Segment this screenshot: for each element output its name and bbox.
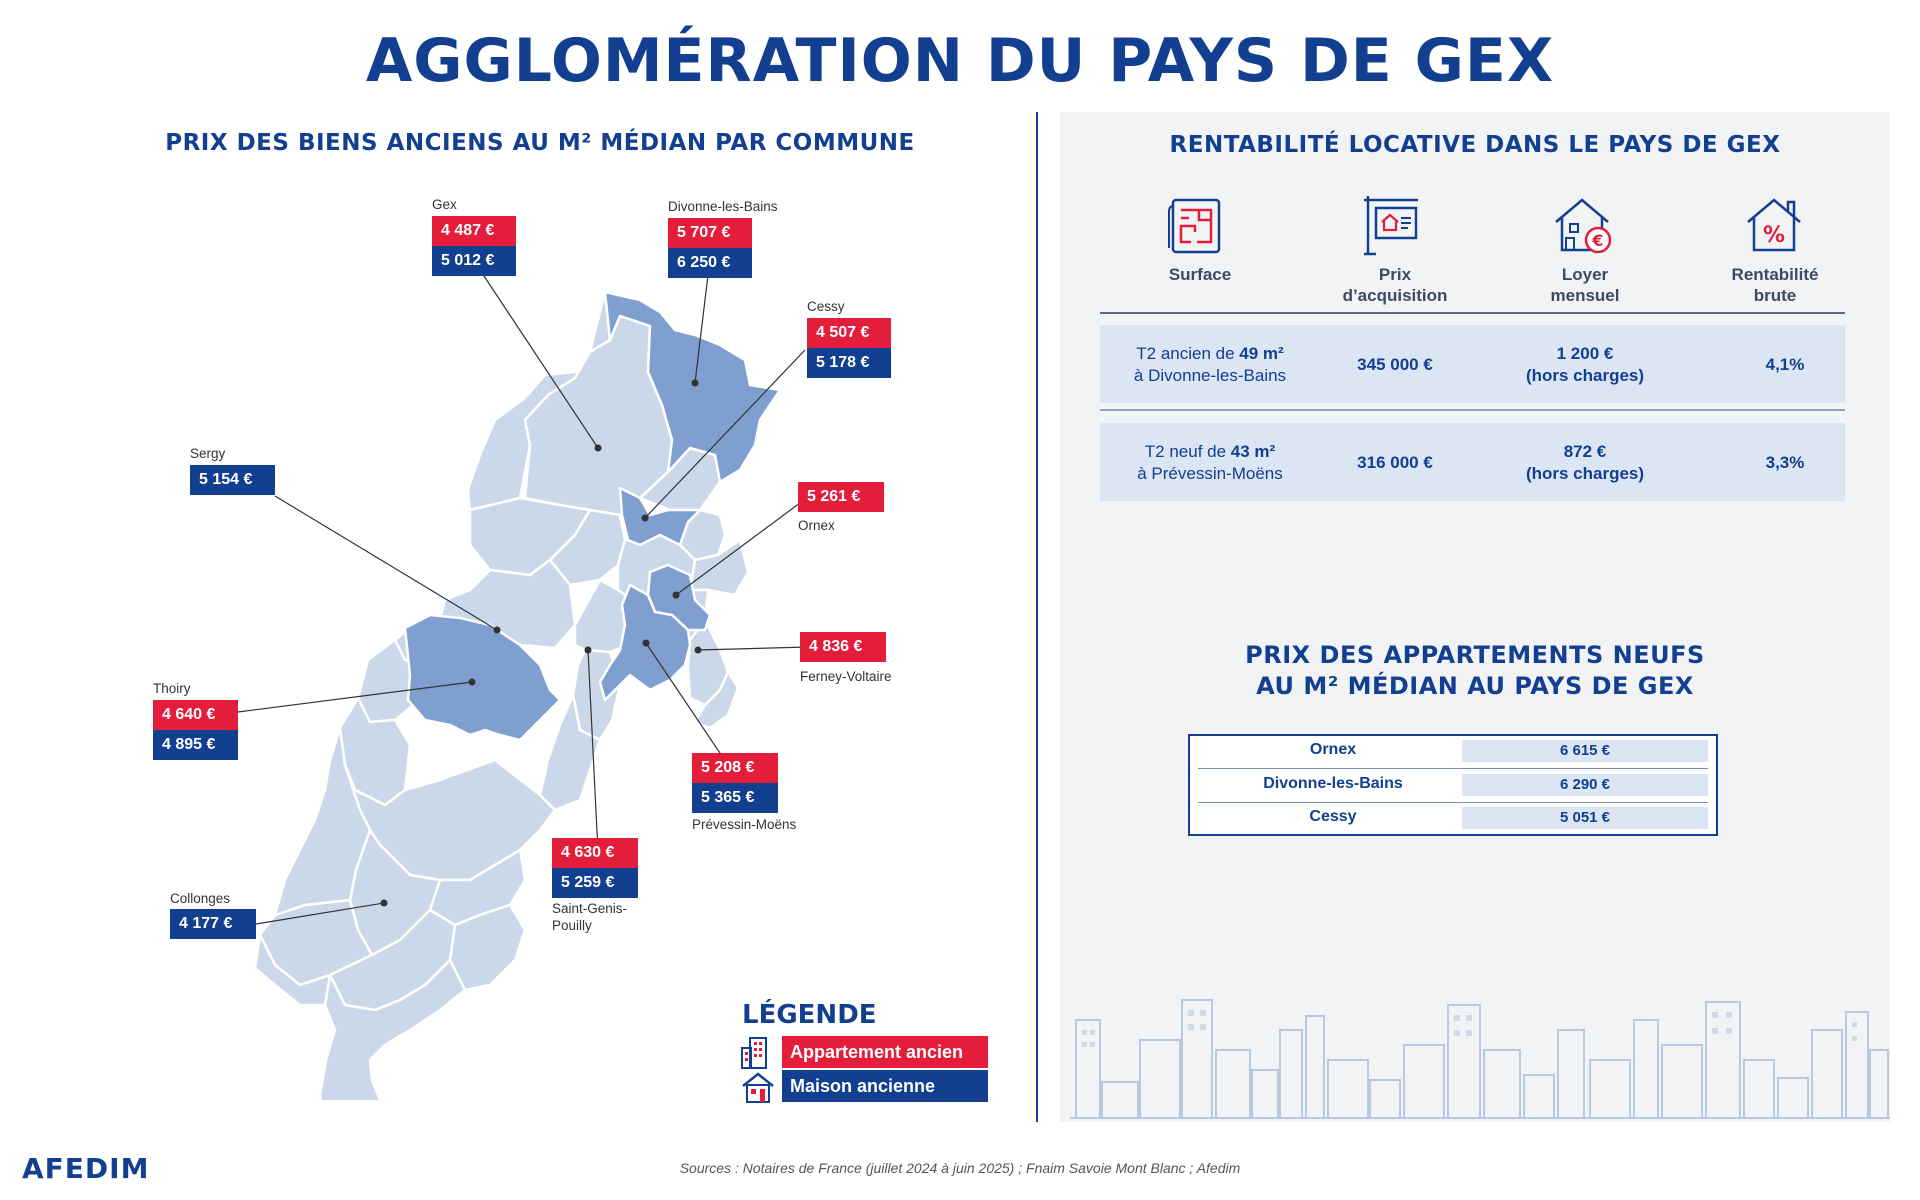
commune-name-cessy: Cessy [807,299,845,314]
row1-yield: 4,1% [1765,355,1805,374]
np-separator [1198,802,1708,803]
commune-name-thoiry: Thoiry [153,681,191,696]
table-row [1100,423,1845,501]
commune-shapes [253,290,750,1100]
commune-east-small [693,670,740,730]
commune-dots [380,379,702,907]
commune-name-saint-genis-2: Pouilly [552,918,592,933]
commune-name-divonne: Divonne-les-Bains [668,199,778,214]
commune-saint-genis [538,693,602,812]
row2-yield: 3,3% [1765,453,1805,472]
house-icon [742,1072,774,1103]
price-house-sergy: 5 154 € [190,465,275,495]
legend-title: LÉGENDE [742,1000,877,1030]
np-name-cessy: Cessy [1309,808,1357,825]
np-value-divonne: 6 290 € [1462,774,1708,796]
price-apartment-saint-genis: 4 630 € [552,838,638,868]
sale-sign-icon [1364,196,1418,256]
header-price: Prix d’acquisition [1342,265,1448,305]
house-percent-icon: % [1747,198,1801,252]
commune-west-4 [273,726,372,917]
commune-mid-5 [688,538,750,597]
apartment-building-icon [741,1037,767,1069]
np-name-divonne: Divonne-les-Bains [1263,775,1403,792]
header-surface: Surface [1168,265,1232,284]
row2-price: 316 000 € [1357,453,1433,472]
commune-name-ferney: Ferney-Voltaire [800,669,892,684]
price-house-collonges: 4 177 € [170,909,256,939]
commune-south-west [253,933,332,1007]
price-apartment-ornex: 5 261 € [798,482,884,512]
svg-text:%: % [1763,223,1785,248]
right-panel [1060,112,1890,1122]
commune-name-gex: Gex [432,197,457,212]
row2-surface: T2 neuf de 43 m² à Prévessin-Moëns [1137,442,1283,483]
table-row [1100,325,1845,403]
afedim-logo: AFEDIM [22,1152,150,1185]
sources-note: Sources : Notaires de France (juillet 20… [679,1160,1241,1176]
commune-thoiry [403,613,562,742]
legend-house: Maison ancienne [782,1070,988,1102]
price-apartment-prevessin: 5 208 € [692,753,778,783]
legend-apartment: Appartement ancien [782,1036,988,1068]
price-house-cessy: 5 178 € [807,348,891,378]
price-apartment-cessy: 4 507 € [807,318,891,348]
commune-cessy [618,486,702,547]
row1-surface: T2 ancien de 49 m² à Divonne-les-Bains [1133,344,1287,385]
city-skyline-illustration [1070,999,1890,1119]
commune-name-collonges: Collonges [170,891,231,906]
new-apartments-title: PRIX DES APPARTEMENTS NEUFS AU M² MÉDIAN … [1245,641,1705,700]
commune-name-prevessin: Prévessin-Moëns [692,817,797,832]
price-house-thoiry: 4 895 € [153,730,238,760]
price-apartment-divonne: 5 707 € [668,218,752,248]
commune-name-sergy: Sergy [190,446,226,461]
map-section-title: PRIX DES BIENS ANCIENS AU M² MÉDIAN PAR … [165,130,915,156]
row2-rent: 872 € (hors charges) [1525,442,1645,483]
np-value-ornex: 6 615 € [1462,740,1708,762]
svg-text:€: € [1591,231,1603,250]
house-euro-icon: € [1555,198,1612,254]
header-rent: Loyer mensuel [1550,265,1620,305]
section-divider [1036,112,1038,1122]
commune-divonne [603,290,782,484]
price-house-gex: 5 012 € [432,246,516,276]
row-separator [1100,409,1845,411]
np-value-cessy: 5 051 € [1462,807,1708,829]
price-house-saint-genis: 5 259 € [552,868,638,898]
commune-collonges [318,958,467,1100]
rental-section-title: RENTABILITÉ LOCATIVE DANS LE PAYS DE GEX [1169,132,1781,158]
price-apartment-thoiry: 4 640 € [153,700,238,730]
table-header-line [1100,312,1845,314]
commune-name-saint-genis-1: Saint-Genis- [552,901,628,916]
np-separator [1198,768,1708,769]
price-house-divonne: 6 250 € [668,248,752,278]
floor-plan-icon [1168,198,1221,254]
commune-name-ornex: Ornex [798,518,835,533]
np-name-ornex: Ornex [1309,741,1357,758]
commune-map [237,269,809,1100]
leader-lines [237,269,809,925]
price-apartment-ferney: 4 836 € [800,632,886,662]
price-apartment-gex: 4 487 € [432,216,516,246]
page-title: AGGLOMÉRATION DU PAYS DE GEX [365,26,1555,96]
price-house-prevessin: 5 365 € [692,783,778,813]
header-yield: Rentabilité brute [1731,265,1819,305]
row1-price: 345 000 € [1357,355,1433,374]
row1-rent: 1 200 € (hors charges) [1525,344,1645,385]
